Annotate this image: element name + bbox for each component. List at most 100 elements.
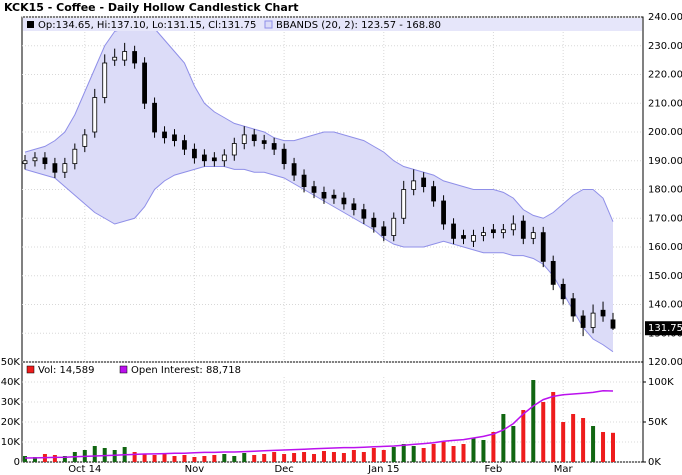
candle-body xyxy=(201,154,207,162)
volume-bar xyxy=(551,392,556,462)
volume-bar xyxy=(341,453,346,462)
volume-bar xyxy=(52,455,57,462)
candle-body xyxy=(500,229,506,234)
volume-bar xyxy=(242,453,247,462)
volume-bar xyxy=(192,457,197,462)
candle-body xyxy=(152,102,157,133)
y-tick-label: 200.00 xyxy=(648,127,682,138)
candle-body xyxy=(261,140,267,144)
volume-bar xyxy=(561,422,566,462)
candle-body xyxy=(471,235,476,242)
x-tick-label: Oct 14 xyxy=(68,464,101,475)
volume-panel xyxy=(21,361,644,463)
candle-body xyxy=(192,148,197,159)
legend-swatch xyxy=(119,365,128,374)
volume-bar xyxy=(232,456,237,462)
volume-bar xyxy=(431,444,436,462)
volume-bar xyxy=(591,426,596,462)
candle-body xyxy=(540,232,546,262)
volume-bar xyxy=(262,454,267,462)
y-tick-label: 170.00 xyxy=(648,213,682,224)
candle-body xyxy=(132,51,138,64)
volume-bar xyxy=(611,432,615,462)
volume-bar xyxy=(222,454,227,462)
legend-bg xyxy=(23,363,642,376)
candle-body xyxy=(221,154,227,162)
volume-bar xyxy=(371,448,376,462)
candle-body xyxy=(600,309,606,317)
candle-body xyxy=(401,189,407,219)
last-price-label: 131.75 xyxy=(648,323,682,334)
band-fill xyxy=(25,25,613,352)
candle-body xyxy=(162,131,167,139)
candle-body xyxy=(301,174,307,188)
volume-bar xyxy=(282,454,287,462)
candle-body xyxy=(331,194,337,199)
x-tick-label: Jan 15 xyxy=(367,464,399,475)
volume-bar xyxy=(351,450,356,462)
candle-body xyxy=(361,209,367,219)
x-tick-label: Nov xyxy=(185,464,205,475)
candle-body xyxy=(520,220,526,239)
candle-body xyxy=(211,157,217,162)
y-tick-label: 20K xyxy=(1,417,21,428)
volume-bar xyxy=(361,452,366,462)
legend-label: Open Interest: 88,718 xyxy=(131,365,241,376)
volume-bar xyxy=(451,446,456,462)
volume-bar xyxy=(162,454,167,462)
last-price-box xyxy=(645,321,682,336)
volume-bar xyxy=(471,438,476,462)
volume-bar xyxy=(401,444,406,462)
y-tick-label: 140.00 xyxy=(648,300,682,311)
volume-bar xyxy=(461,444,466,462)
candle-body xyxy=(92,97,98,133)
volume-bar xyxy=(272,452,277,462)
volume-bar xyxy=(292,453,297,462)
legend-swatch xyxy=(264,20,273,29)
volume-bar xyxy=(491,432,496,462)
volume-bar xyxy=(62,456,67,462)
volume-bar xyxy=(202,456,207,462)
volume-bar xyxy=(321,451,326,462)
y-tick-label: 0 xyxy=(14,457,20,468)
candle-body xyxy=(311,186,317,193)
candle-body xyxy=(451,223,456,239)
candle-body xyxy=(52,163,58,173)
volume-bar xyxy=(132,452,137,462)
legend-swatch xyxy=(26,365,35,374)
candle-body xyxy=(341,197,347,205)
volume-bar xyxy=(501,414,506,462)
y-tick-label: 190.00 xyxy=(648,156,682,167)
candle-body xyxy=(102,62,108,98)
volume-bar xyxy=(182,455,187,462)
y-tick-label: 30K xyxy=(1,397,21,408)
candle-body xyxy=(610,319,616,329)
volume-bar xyxy=(481,440,486,462)
candle-body xyxy=(291,163,297,176)
volume-bar xyxy=(511,426,516,462)
legend-label: BBANDS (20, 2): 123.57 - 168.80 xyxy=(276,20,441,31)
volume-bar xyxy=(152,455,157,462)
candle-body xyxy=(421,177,427,188)
candle-body xyxy=(231,143,237,156)
volume-bar xyxy=(302,452,307,462)
candle-body xyxy=(481,232,486,236)
candle-body xyxy=(321,191,327,199)
volume-bar xyxy=(391,447,396,462)
x-tick-label: Dec xyxy=(274,464,293,475)
volume-bar xyxy=(112,450,117,462)
candle-body xyxy=(72,148,78,165)
volume-bar xyxy=(581,418,586,462)
candle-body xyxy=(550,260,556,285)
y2-tick-label: 100K xyxy=(648,377,674,388)
candle-body xyxy=(371,217,377,228)
legend-label: Vol: 14,589 xyxy=(38,365,95,376)
y-tick-label: 240.00 xyxy=(648,12,682,23)
legend-bg xyxy=(23,18,642,31)
candle-body xyxy=(122,51,128,61)
volume-bar xyxy=(381,450,386,462)
candle-body xyxy=(510,223,516,231)
candle-body xyxy=(271,143,277,150)
y2-tick-label: 0K xyxy=(648,457,661,468)
